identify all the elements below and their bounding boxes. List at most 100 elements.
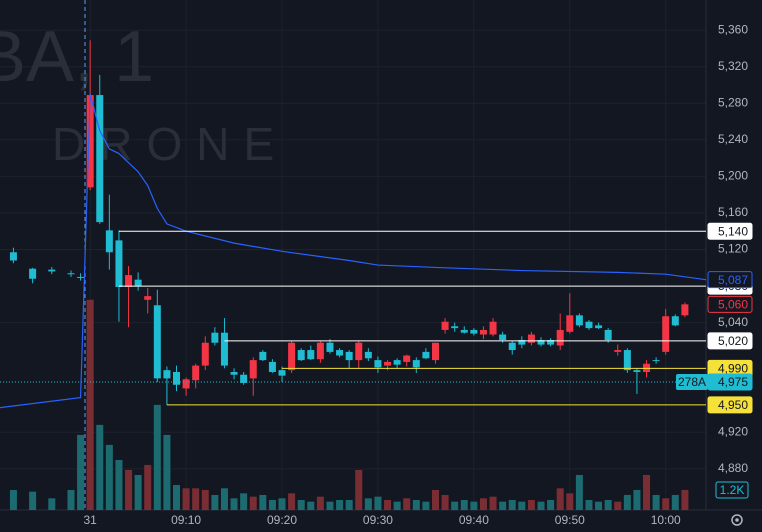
volume-bar <box>230 498 238 510</box>
candle-body <box>547 340 555 345</box>
candle-body <box>412 360 420 368</box>
candle-body <box>556 329 564 346</box>
volume-bar <box>307 501 315 510</box>
volume-bar <box>345 499 353 510</box>
y-tick-label: 5,200 <box>718 169 748 183</box>
candle-body <box>77 276 85 278</box>
candle-body <box>307 350 315 360</box>
price-tag-label: 5,060 <box>718 298 748 312</box>
vwap-line <box>0 93 707 409</box>
x-tick-label: 09:10 <box>171 513 201 527</box>
volume-bar <box>115 459 123 510</box>
volume-bar <box>86 299 94 510</box>
volume-bar <box>77 434 85 510</box>
volume-bar <box>604 499 612 510</box>
candle-body <box>115 240 123 287</box>
price-tag-label: 5,087 <box>718 273 748 287</box>
candle-body <box>288 342 296 371</box>
candle-body <box>451 326 459 329</box>
candle-body <box>479 329 487 335</box>
price-tag-box <box>707 295 753 313</box>
last-price-box <box>707 373 753 391</box>
candle-body <box>240 374 248 383</box>
volume-bar <box>163 434 171 510</box>
candle-body <box>249 360 257 379</box>
volume-bar <box>134 474 142 510</box>
candle-body <box>336 350 344 356</box>
level-label: 4,990 <box>718 362 748 376</box>
volume-bar <box>508 499 516 510</box>
volume-bar <box>288 493 296 510</box>
volume-bar <box>364 498 372 510</box>
volume-bar <box>451 501 459 510</box>
candle-body <box>9 252 17 261</box>
volume-bar <box>537 501 545 510</box>
candle-body <box>662 316 670 352</box>
volume-bar <box>9 489 17 510</box>
candle-body <box>48 269 56 272</box>
volume-bar <box>403 498 411 510</box>
candle-body <box>403 355 411 362</box>
symbol-label: 278A <box>678 375 706 389</box>
volume-bar <box>527 499 535 510</box>
volume-bar <box>259 494 267 510</box>
y-tick-label: 4,880 <box>718 461 748 475</box>
candle-body <box>364 351 372 359</box>
candle-body <box>278 370 286 376</box>
volume-bar <box>268 499 276 510</box>
settings-icon[interactable] <box>731 514 743 526</box>
x-tick-label: 09:30 <box>363 513 393 527</box>
volume-bar <box>326 501 334 510</box>
candle-body <box>86 95 94 188</box>
volume-bar <box>144 464 152 510</box>
x-tick-label: 09:20 <box>267 513 297 527</box>
x-tick-label: 31 <box>83 513 97 527</box>
y-tick-label: 5,360 <box>718 22 748 36</box>
volume-bar <box>173 484 180 510</box>
candle-body <box>201 342 209 366</box>
candle-body <box>652 360 660 362</box>
volume-bar <box>316 496 324 510</box>
level-label: 4,950 <box>718 398 748 412</box>
volume-bar <box>547 499 555 510</box>
candle-body <box>259 351 267 361</box>
candle-body <box>105 230 113 253</box>
level-box <box>707 396 753 414</box>
candle-body <box>125 275 133 287</box>
candle-body <box>527 334 535 343</box>
volume-bar <box>125 469 133 510</box>
candle-body <box>604 329 612 340</box>
volume-bar <box>441 494 449 510</box>
candle-body <box>623 350 631 371</box>
candle-body <box>614 350 622 352</box>
candle-body <box>566 315 574 332</box>
x-tick-label: 10:00 <box>651 513 681 527</box>
candle-body <box>441 321 449 330</box>
candle-body <box>518 340 526 345</box>
candle-body <box>182 379 190 389</box>
x-tick-label: 09:50 <box>555 513 585 527</box>
volume-bar <box>499 501 507 510</box>
candle-body <box>595 325 603 329</box>
y-tick-label: 5,280 <box>718 95 748 109</box>
candle-body <box>499 334 507 340</box>
candle-body <box>460 329 468 333</box>
candle-body <box>489 321 497 335</box>
candle-body <box>96 95 104 223</box>
candle-body <box>326 342 334 352</box>
volume-bar <box>518 501 526 510</box>
volume-bar <box>153 404 161 510</box>
volume-bar <box>297 499 305 510</box>
candle-body <box>393 360 401 365</box>
volume-bar <box>220 488 228 510</box>
candle-body <box>153 305 161 379</box>
candle-body <box>134 279 142 287</box>
candle-body <box>355 342 363 361</box>
candle-body <box>297 350 305 361</box>
volume-bar <box>460 499 468 510</box>
x-tick-label: 09:40 <box>459 513 489 527</box>
volume-bar <box>412 499 420 510</box>
candle-body <box>163 370 171 379</box>
level-label: 5,020 <box>718 334 748 348</box>
